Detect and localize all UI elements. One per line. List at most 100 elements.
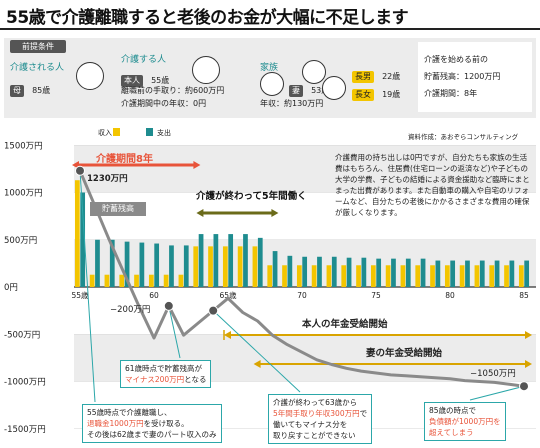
expense-bar <box>139 242 145 287</box>
wife-avatar-icon <box>260 72 284 96</box>
income-bar <box>119 274 125 287</box>
callout-leader-3 <box>469 385 525 401</box>
own-pension-label: 本人の年金受給開始 <box>302 319 388 330</box>
income-bar <box>193 246 199 287</box>
expense-bar <box>465 260 470 287</box>
income-bar <box>370 265 376 287</box>
son-info: 長男 22歳 <box>352 64 400 83</box>
callout-55-red: 退職金1000万円 <box>87 419 144 428</box>
expense-bar <box>124 241 130 287</box>
expense-bar <box>213 234 219 287</box>
income-bar <box>282 265 287 287</box>
callout-61-line1: 61歳時点で貯蓄残高が <box>125 364 203 373</box>
callout-55-line2: 退職金1000万円を受け取る。 <box>87 418 217 429</box>
callout-85-line1: 85歳の時点で <box>429 406 477 415</box>
description-text: 介護費用の持ち出しは0円ですが、自分たちも家族の生活費はもちろん、住居費(住宅ロ… <box>335 153 530 217</box>
own-pension-arrow-head-right <box>525 331 532 339</box>
callout-85-line2: 負債額が1000万円を <box>429 417 501 426</box>
income-bar <box>400 265 406 287</box>
wife-income: 年収：約130万円 <box>260 99 324 108</box>
callout-63: 介護が終わって63歳から 5年間手取り年収300万円で 働いてもマイナス分を 取… <box>268 394 373 444</box>
end-value-label: −1050万円 <box>470 369 516 379</box>
own-pension-arrow-head-left <box>224 331 231 339</box>
cared-info: 母 85歳 <box>10 78 50 97</box>
legend-expense-label: 支出 <box>157 129 171 137</box>
self-avatar-icon <box>192 56 220 84</box>
expense-bar <box>331 256 337 287</box>
income-bar <box>296 265 302 287</box>
expense-bar <box>272 251 278 287</box>
start-conditions-box <box>418 42 532 112</box>
callout-leader-2 <box>212 310 301 393</box>
expense-bar <box>169 245 174 287</box>
expense-bar <box>154 243 160 287</box>
point-64 <box>208 305 219 316</box>
income-bar <box>252 246 258 287</box>
income-bar <box>148 274 154 287</box>
legend-expense-swatch <box>146 128 153 136</box>
expense-bar <box>183 245 189 287</box>
income-bar <box>222 246 228 287</box>
callout-63-line3: 働いてもマイナス分を <box>273 420 348 429</box>
start-care-period: 介護期間：8年 <box>424 89 478 98</box>
wife-age: 53歳 <box>311 86 330 95</box>
expense-bar <box>243 234 248 287</box>
carer-label: 介護する人 <box>121 55 167 65</box>
income-bar <box>459 265 465 287</box>
income-bar <box>518 265 524 287</box>
income-bar <box>267 265 273 287</box>
x-tick-label: 80 <box>445 291 455 300</box>
income-bar <box>311 265 317 287</box>
expense-bar <box>95 239 100 287</box>
income-bar <box>89 274 95 287</box>
callout-63-red: 5年間手取り年収300万円 <box>273 409 360 418</box>
wife-pension-arrow-head-left <box>253 360 261 368</box>
after-care-arrow-head-right <box>271 209 279 217</box>
expense-bar <box>257 237 263 287</box>
title-divider <box>0 28 540 30</box>
income-bar <box>356 265 361 287</box>
income-bar <box>208 246 213 287</box>
income-bar <box>326 265 332 287</box>
carer-income-during: 介護期間中の年収：0円 <box>121 99 207 108</box>
y-tick-label: -1500万円 <box>4 425 46 435</box>
income-bar <box>415 265 421 287</box>
self-tag: 本人 <box>121 75 143 87</box>
expense-bar <box>405 258 411 287</box>
expense-bar <box>346 257 352 287</box>
expense-bar <box>376 258 382 287</box>
x-tick-label: 65歳 <box>219 290 237 300</box>
expense-bar <box>479 260 485 287</box>
expense-bar <box>287 255 293 287</box>
income-bar <box>385 265 391 287</box>
callout-leader-0 <box>168 305 181 359</box>
callout-55-rest: を受け取る。 <box>143 419 189 428</box>
start-savings: 貯蓄残高：1200万円 <box>424 72 501 81</box>
daughter-info: 長女 19歳 <box>352 82 400 101</box>
income-bar <box>237 246 243 287</box>
expense-bar <box>420 258 426 287</box>
legend-income-label: 収入 <box>98 129 112 137</box>
expense-bar <box>228 234 234 287</box>
callout-leader-1 <box>79 170 96 403</box>
income-bar <box>474 265 480 287</box>
callout-63-line4: 取り戻すことができない <box>273 431 356 440</box>
care-period-label: 介護期間8年 <box>96 154 153 165</box>
callout-85: 85歳の時点で 負債額が1000万円を 超えてしまう <box>424 402 506 441</box>
value-60-label: −200万円 <box>110 305 151 315</box>
care-period-arrow-head-right <box>193 161 201 169</box>
wife-pension-label: 妻の年金受給開始 <box>366 348 443 359</box>
expense-bar <box>361 257 367 287</box>
income-bar <box>489 265 495 287</box>
callout-61-red: マイナス200万円 <box>125 375 185 384</box>
mother-tag: 母 <box>10 85 24 97</box>
x-tick-label: 85 <box>519 291 529 300</box>
expense-bar <box>302 256 308 287</box>
x-tick-label: 55歳 <box>71 290 89 300</box>
cared-label: 介護される人 <box>10 63 65 73</box>
wife-pension-arrow-head-right <box>525 360 532 368</box>
income-bar <box>178 274 184 287</box>
y-tick-label: 500万円 <box>4 236 37 246</box>
expense-bar <box>391 258 396 287</box>
callout-61-line2: マイナス200万円となる <box>125 374 206 385</box>
